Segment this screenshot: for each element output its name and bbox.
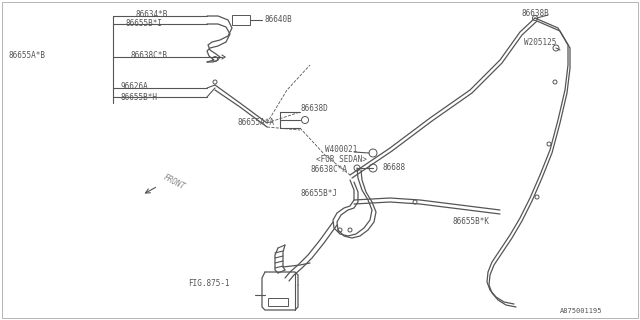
Bar bbox=[232, 15, 250, 25]
Text: 86638C*A: 86638C*A bbox=[310, 164, 347, 173]
Circle shape bbox=[553, 45, 559, 51]
Circle shape bbox=[553, 80, 557, 84]
Circle shape bbox=[213, 80, 217, 84]
Text: W400021: W400021 bbox=[325, 145, 357, 154]
Text: 86688: 86688 bbox=[382, 163, 405, 172]
Circle shape bbox=[535, 195, 539, 199]
Circle shape bbox=[547, 142, 551, 146]
Bar bbox=[268, 298, 288, 306]
Text: 86634*B: 86634*B bbox=[135, 10, 168, 19]
Circle shape bbox=[338, 228, 342, 232]
Text: 86655A*B: 86655A*B bbox=[8, 51, 45, 60]
Circle shape bbox=[532, 15, 538, 20]
Text: 86640B: 86640B bbox=[264, 14, 292, 23]
Circle shape bbox=[369, 164, 377, 172]
Text: 86638C*B: 86638C*B bbox=[130, 51, 167, 60]
Text: 86655B*I: 86655B*I bbox=[125, 19, 162, 28]
Text: FRONT: FRONT bbox=[162, 172, 187, 191]
Circle shape bbox=[212, 57, 218, 61]
Circle shape bbox=[413, 200, 417, 204]
Text: 86638B: 86638B bbox=[522, 9, 550, 18]
Text: 86655B*H: 86655B*H bbox=[120, 92, 157, 101]
Text: 86638D: 86638D bbox=[300, 103, 328, 113]
Text: 86655B*K: 86655B*K bbox=[452, 218, 489, 227]
Text: A875001195: A875001195 bbox=[560, 308, 602, 314]
Text: <FOR SEDAN>: <FOR SEDAN> bbox=[316, 155, 367, 164]
Circle shape bbox=[348, 228, 352, 232]
Circle shape bbox=[369, 149, 377, 157]
Text: W205125: W205125 bbox=[524, 37, 556, 46]
Circle shape bbox=[301, 116, 308, 124]
Text: FIG.875-1: FIG.875-1 bbox=[188, 279, 230, 289]
Text: 86655A*A: 86655A*A bbox=[237, 117, 274, 126]
Circle shape bbox=[354, 165, 360, 171]
Text: 96626A: 96626A bbox=[120, 82, 148, 91]
Text: 86655B*J: 86655B*J bbox=[300, 189, 337, 198]
